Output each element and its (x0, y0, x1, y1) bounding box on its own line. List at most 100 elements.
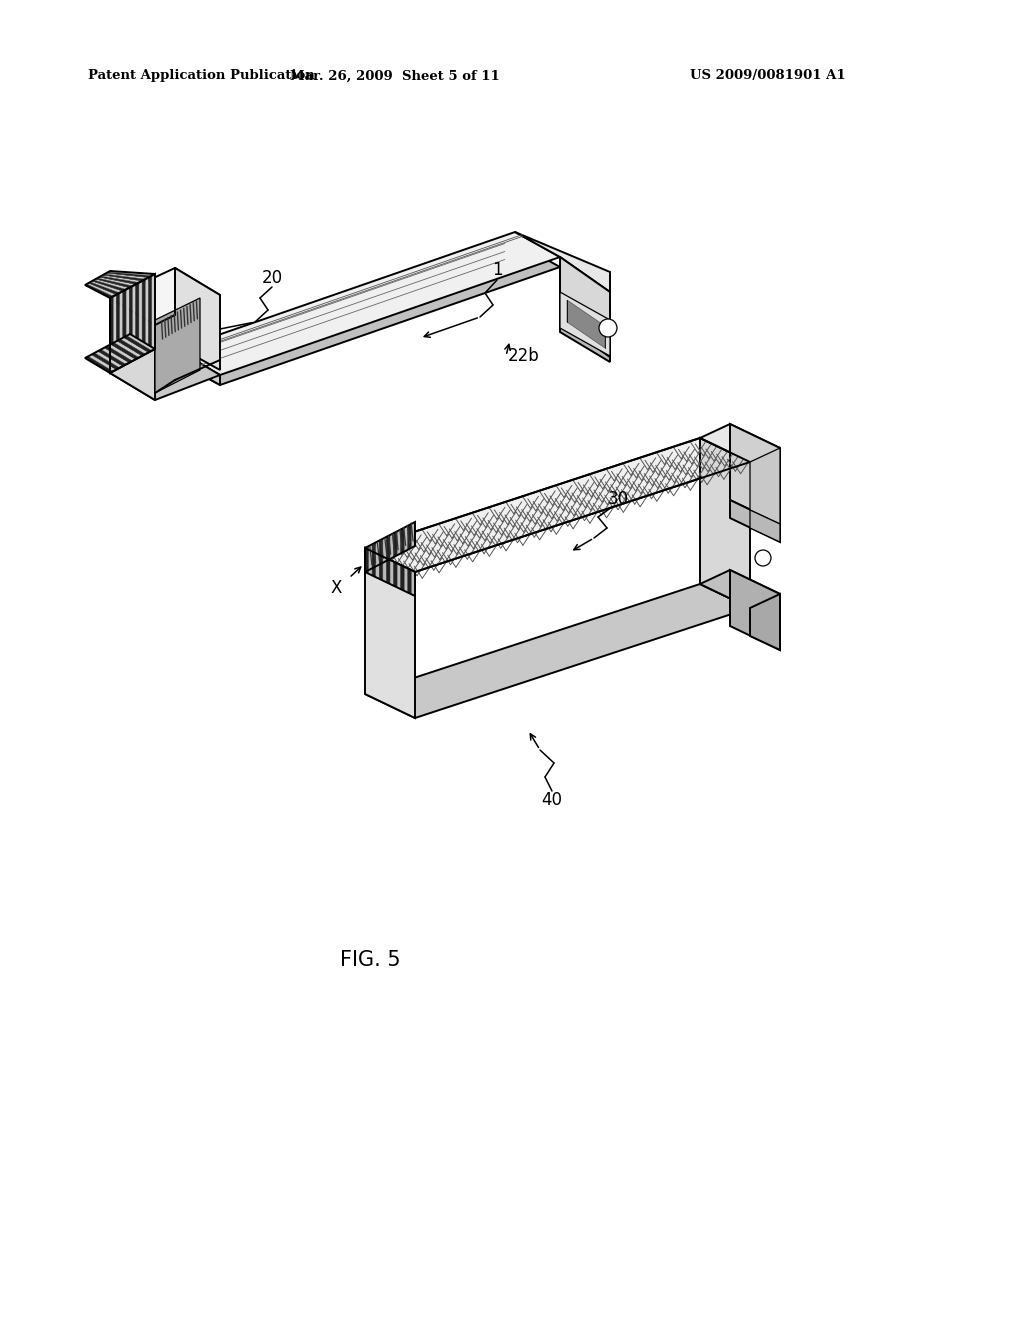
Polygon shape (110, 348, 220, 400)
Polygon shape (730, 500, 780, 543)
Polygon shape (129, 286, 132, 363)
Polygon shape (88, 282, 120, 294)
Text: FIG. 5: FIG. 5 (340, 950, 400, 970)
Polygon shape (142, 279, 145, 356)
Polygon shape (412, 521, 415, 548)
Polygon shape (175, 242, 560, 385)
Polygon shape (175, 350, 220, 385)
Polygon shape (383, 557, 386, 582)
Polygon shape (730, 570, 780, 649)
Text: Mar. 26, 2009  Sheet 5 of 11: Mar. 26, 2009 Sheet 5 of 11 (290, 70, 500, 82)
Polygon shape (148, 276, 152, 352)
Text: 1: 1 (492, 261, 503, 279)
Polygon shape (110, 268, 220, 325)
Polygon shape (98, 350, 126, 366)
Polygon shape (145, 277, 148, 354)
Polygon shape (404, 566, 408, 593)
Polygon shape (139, 281, 142, 358)
Polygon shape (365, 548, 415, 718)
Polygon shape (397, 529, 400, 556)
Polygon shape (108, 345, 136, 360)
Polygon shape (515, 232, 610, 292)
Polygon shape (136, 282, 139, 359)
Polygon shape (700, 438, 750, 609)
Polygon shape (85, 284, 114, 298)
Polygon shape (121, 338, 148, 354)
Polygon shape (94, 279, 129, 289)
Circle shape (599, 319, 617, 337)
Polygon shape (376, 553, 379, 579)
Polygon shape (127, 334, 155, 351)
Polygon shape (404, 525, 408, 552)
Polygon shape (102, 275, 145, 281)
Polygon shape (117, 339, 145, 356)
Polygon shape (408, 569, 412, 594)
Polygon shape (730, 424, 780, 524)
Polygon shape (101, 347, 129, 364)
Polygon shape (372, 552, 376, 577)
Polygon shape (104, 346, 132, 363)
Polygon shape (412, 570, 415, 597)
Polygon shape (376, 541, 379, 566)
Polygon shape (95, 279, 132, 288)
Polygon shape (124, 335, 152, 352)
Text: 30: 30 (607, 490, 629, 508)
Polygon shape (90, 281, 123, 293)
Text: US 2009/0081901 A1: US 2009/0081901 A1 (690, 70, 846, 82)
Polygon shape (87, 282, 117, 296)
Polygon shape (400, 565, 404, 591)
Polygon shape (104, 273, 148, 279)
Polygon shape (700, 570, 780, 609)
Polygon shape (400, 528, 404, 553)
Polygon shape (120, 292, 123, 368)
Polygon shape (379, 554, 383, 581)
Polygon shape (372, 543, 376, 569)
Polygon shape (386, 535, 390, 561)
Polygon shape (365, 583, 750, 718)
Polygon shape (132, 284, 136, 360)
Polygon shape (85, 356, 114, 374)
Polygon shape (92, 280, 126, 292)
Polygon shape (390, 560, 393, 586)
Polygon shape (91, 352, 120, 370)
Polygon shape (383, 537, 386, 562)
Polygon shape (560, 257, 610, 356)
Polygon shape (123, 289, 126, 366)
Polygon shape (393, 562, 397, 587)
Polygon shape (117, 293, 120, 370)
Polygon shape (750, 510, 780, 543)
Polygon shape (111, 343, 139, 359)
Polygon shape (88, 355, 117, 371)
Polygon shape (109, 271, 155, 276)
Polygon shape (365, 438, 750, 572)
Polygon shape (94, 351, 123, 368)
Polygon shape (393, 531, 397, 557)
Text: 22b: 22b (508, 347, 540, 366)
Polygon shape (390, 533, 393, 558)
Polygon shape (101, 275, 142, 282)
Polygon shape (750, 594, 780, 649)
Polygon shape (408, 524, 412, 549)
Polygon shape (365, 546, 369, 572)
Text: 20: 20 (261, 269, 283, 286)
Text: X: X (331, 579, 342, 597)
Polygon shape (379, 539, 383, 565)
Polygon shape (114, 294, 117, 371)
Polygon shape (397, 564, 400, 589)
Polygon shape (386, 558, 390, 583)
Polygon shape (560, 292, 610, 356)
Polygon shape (110, 296, 114, 374)
Polygon shape (99, 276, 139, 284)
Text: Patent Application Publication: Patent Application Publication (88, 70, 314, 82)
Polygon shape (175, 232, 560, 375)
Polygon shape (155, 298, 200, 393)
Circle shape (755, 550, 771, 566)
Text: 40: 40 (542, 791, 562, 809)
Polygon shape (750, 447, 780, 524)
Polygon shape (97, 277, 136, 286)
Polygon shape (126, 288, 129, 364)
Polygon shape (369, 544, 372, 570)
Polygon shape (700, 424, 780, 462)
Polygon shape (175, 268, 220, 370)
Polygon shape (365, 548, 369, 574)
